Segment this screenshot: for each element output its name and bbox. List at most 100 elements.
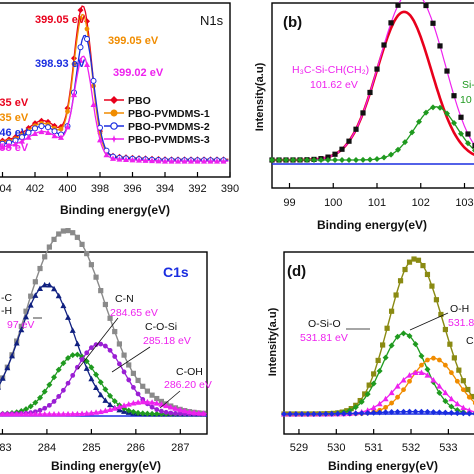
panel-b-x-ticks: 99 100 101 102 103 [283,183,473,209]
data-point [85,27,90,32]
c-anno-c-c: -C [1,292,12,304]
data-point [395,395,400,400]
data-point [371,405,377,411]
b-anno-methyl-group: H₃C-Si-CH(CH₂) [292,64,369,76]
data-point [61,388,66,393]
panel-c-x-label: Binding energy(eV) [51,459,161,473]
data-point [395,3,400,8]
data-point [60,303,66,309]
data-point [39,124,44,129]
data-point [103,302,108,307]
data-point [135,378,140,383]
data-point [46,125,51,130]
x-tick-label: 103 [455,197,473,209]
data-point [75,235,80,240]
data-point [465,387,470,392]
data-point [168,411,173,416]
panel-b-label: (b) [283,14,302,31]
data-point [79,242,84,247]
component-si-o [272,107,474,160]
a-anno-399-05-orange: 399.05 eV [108,35,159,47]
x-tick-label: 287 [171,442,189,454]
data-point [122,370,127,375]
data-point [353,127,358,132]
data-point [360,110,365,115]
data-point [407,372,413,378]
panel-a-frame [0,3,230,177]
data-point [98,288,103,293]
data-point [88,376,94,382]
data-point [28,294,33,299]
data-point [140,384,145,389]
data-point [431,356,436,361]
data-point [388,20,393,25]
panel-d-x-label: Binding energy(eV) [328,459,438,473]
data-point [78,7,84,13]
data-point [452,355,457,360]
data-point [425,272,430,277]
x-tick-label: 392 [188,183,206,195]
b-anno-10: 10 [460,94,472,106]
data-point [70,327,76,333]
a-anno-401-46-blue: 401.46 eV [0,127,29,139]
data-point [401,387,406,392]
data-point [456,368,461,373]
x-tick-label: 533 [439,442,457,454]
data-point [455,379,460,384]
data-point [437,358,442,363]
data-point [467,395,472,400]
panel-d-label: (d) [287,263,306,280]
d-anno-o-h: O-H [450,303,469,315]
data-point [131,371,136,376]
data-point [389,342,395,348]
data-point [353,410,359,416]
data-point [371,371,376,376]
data-point [360,157,366,163]
data-point [149,393,154,398]
data-point [93,372,99,378]
data-point [423,3,428,8]
data-point [84,251,89,256]
data-point [424,366,430,372]
a-anno-399-02-magenta: 399.02 eV [113,67,164,79]
a-anno-399-05-red: 399.05 eV [35,14,86,26]
data-point [416,258,421,263]
data-point [332,157,338,163]
x-tick-label: 396 [123,183,141,195]
x-tick-label: 529 [290,442,308,454]
data-point [339,157,345,163]
data-point [374,66,379,71]
panel-b-x-label: Binding energy(eV) [317,218,427,232]
c-leader-c-n [78,318,118,369]
data-point [112,329,117,334]
data-point [429,284,434,289]
data-point [388,152,394,158]
x-tick-label: 102 [412,197,430,209]
data-point [447,342,452,347]
panel-d-y-label: Intensity(a.u) [267,307,279,376]
data-point [402,267,407,272]
data-point [150,405,155,410]
data-point [42,406,47,411]
x-tick-label: 530 [327,442,345,454]
data-point [389,401,394,406]
data-point [371,410,377,416]
legend-item-pbo-pvmdms-1: PBO-PVMDMS-1 [104,108,210,120]
panel-a-title: N1s [200,13,224,28]
c-anno-286-20: 286.20 eV [164,379,212,391]
data-point [121,353,126,358]
x-tick-label: 390 [221,183,239,195]
d-anno-c: C [466,335,474,347]
data-point [434,297,439,302]
x-tick-label: 283 [0,442,12,454]
data-point [353,157,359,163]
data-point [85,36,90,41]
data-point [42,254,47,259]
data-point [33,126,38,131]
legend-marker-diamond [110,96,118,104]
legend-label-pbo-pvmdms-1: PBO-PVMDMS-1 [128,108,210,120]
data-point [126,378,131,383]
panel-d: 529 530 531 532 533 (d) Binding energy(eV) I… [267,252,474,473]
data-point [385,326,390,331]
